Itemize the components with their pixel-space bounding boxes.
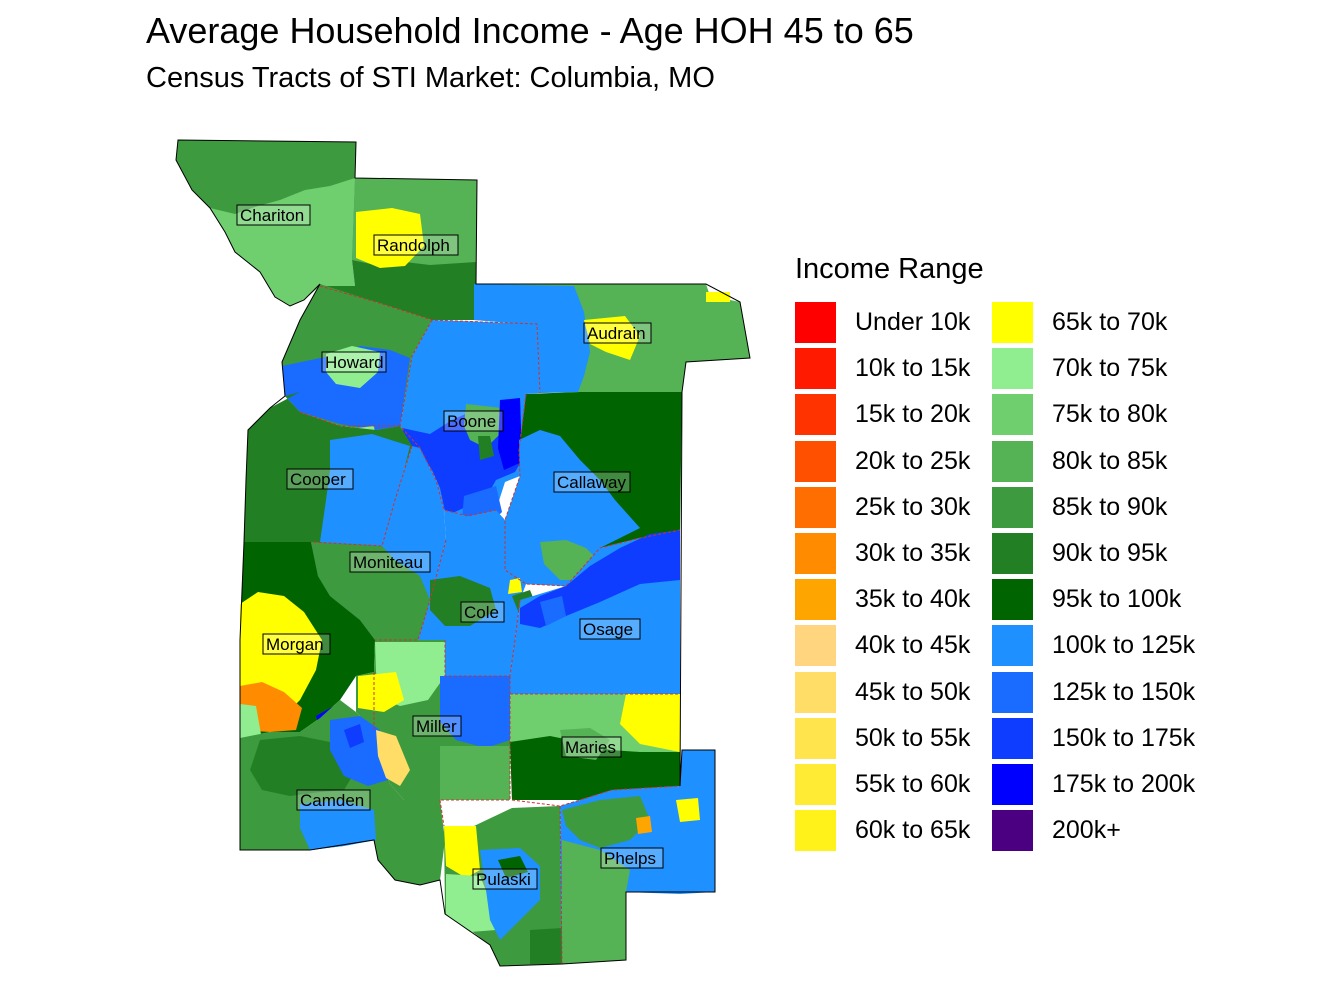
county-label-osage: Osage <box>579 618 641 640</box>
legend-swatch <box>795 579 836 621</box>
legend-label: 60k to 65k <box>855 816 971 845</box>
legend-label: 80k to 85k <box>1052 446 1168 475</box>
county-label-howard: Howard <box>321 351 387 373</box>
legend-label: 10k to 15k <box>855 354 971 383</box>
legend-title: Income Range <box>795 253 984 285</box>
legend-swatch <box>795 671 836 713</box>
svg-text:Boone: Boone <box>447 412 496 431</box>
legend-swatch <box>795 717 836 759</box>
county-label-miller: Miller <box>412 715 462 737</box>
legend-label: 95k to 100k <box>1052 585 1182 614</box>
legend-swatch <box>992 625 1033 667</box>
legend-swatch <box>992 394 1033 436</box>
county-morgan <box>240 542 375 746</box>
legend-label: 40k to 45k <box>855 631 971 660</box>
legend-label: 90k to 95k <box>1052 538 1168 567</box>
legend-swatch <box>992 810 1033 852</box>
svg-text:Morgan: Morgan <box>266 635 324 654</box>
svg-text:Camden: Camden <box>300 791 364 810</box>
legend-swatch <box>992 763 1033 805</box>
svg-text:Phelps: Phelps <box>604 849 656 868</box>
svg-text:Audrain: Audrain <box>587 324 646 343</box>
svg-text:Chariton: Chariton <box>240 206 304 225</box>
legend-label: 15k to 20k <box>855 400 971 429</box>
legend-swatch <box>795 348 836 390</box>
legend-swatch <box>992 532 1033 574</box>
legend-swatch <box>992 671 1033 713</box>
legend-swatch <box>992 348 1033 390</box>
legend-label: 150k to 175k <box>1052 723 1196 752</box>
county-label-phelps: Phelps <box>600 847 664 869</box>
legend-swatch <box>992 717 1033 759</box>
legend-label: 65k to 70k <box>1052 308 1168 336</box>
legend-label: 20k to 25k <box>855 446 971 475</box>
county-label-camden: Camden <box>296 789 371 811</box>
legend-label: 100k to 125k <box>1052 631 1196 660</box>
legend-label: 70k to 75k <box>1052 354 1168 383</box>
legend-swatch <box>795 394 836 436</box>
legend-label: 75k to 80k <box>1052 400 1168 429</box>
svg-text:Moniteau: Moniteau <box>353 553 423 572</box>
county-label-cole: Cole <box>460 601 505 623</box>
legend-label: 55k to 60k <box>855 769 971 798</box>
legend-label: 30k to 35k <box>855 538 971 567</box>
legend-label: 125k to 150k <box>1052 677 1196 706</box>
legend-swatch <box>992 302 1033 343</box>
county-phelps <box>560 750 715 964</box>
county-label-moniteau: Moniteau <box>349 551 431 573</box>
svg-text:Maries: Maries <box>565 738 616 757</box>
county-label-audrain: Audrain <box>583 322 652 344</box>
county-boundaries <box>299 285 681 965</box>
county-osage <box>510 530 680 694</box>
legend-swatch <box>992 486 1033 528</box>
legend-swatch <box>795 625 836 667</box>
county-camden <box>240 700 445 885</box>
county-label-maries: Maries <box>561 736 622 758</box>
legend-swatch <box>795 302 836 343</box>
county-boone <box>340 320 540 528</box>
svg-text:Randolph: Randolph <box>377 236 450 255</box>
legend-swatch <box>795 532 836 574</box>
county-label-pulaski: Pulaski <box>472 868 538 890</box>
county-label-randolph: Randolph <box>373 234 459 256</box>
county-maries <box>510 694 680 800</box>
svg-text:Howard: Howard <box>325 353 384 372</box>
map-title: Average Household Income - Age HOH 45 to… <box>146 10 914 51</box>
market-outline <box>175 139 751 967</box>
map-subtitle: Census Tracts of STI Market: Columbia, M… <box>146 62 715 94</box>
svg-text:Cole: Cole <box>464 603 499 622</box>
legend-label: 85k to 90k <box>1052 492 1168 521</box>
legend-swatch <box>795 763 836 805</box>
county-label-chariton: Chariton <box>236 204 311 226</box>
county-label-cooper: Cooper <box>286 468 354 490</box>
legend-swatch <box>795 440 836 482</box>
svg-text:Osage: Osage <box>583 620 633 639</box>
legend-label: 25k to 30k <box>855 492 971 521</box>
legend-swatch <box>795 486 836 528</box>
county-label-morgan: Morgan <box>262 633 331 655</box>
legend-label: 45k to 50k <box>855 677 971 706</box>
svg-text:Cooper: Cooper <box>290 470 346 489</box>
county-randolph <box>320 178 477 320</box>
county-moniteau <box>311 446 446 640</box>
legend-label: 200k+ <box>1052 816 1121 845</box>
county-label-boone: Boone <box>443 410 504 432</box>
county-howard <box>282 284 432 430</box>
legend-swatch <box>992 440 1033 482</box>
county-label-callaway: Callaway <box>553 471 631 493</box>
legend-label: Under 10k <box>855 308 971 336</box>
legend-swatch <box>795 810 836 852</box>
legend-label: 35k to 40k <box>855 585 971 614</box>
svg-text:Miller: Miller <box>416 717 457 736</box>
choropleth-map: Chariton Randolph Audrain Howard Boone C… <box>175 139 751 967</box>
county-pulaski <box>444 806 562 966</box>
legend-label: 175k to 200k <box>1052 769 1196 798</box>
svg-text:Pulaski: Pulaski <box>476 870 531 889</box>
legend-swatch <box>992 579 1033 621</box>
legend-label: 50k to 55k <box>855 723 971 752</box>
county-chariton <box>176 140 356 306</box>
svg-text:Callaway: Callaway <box>557 473 626 492</box>
